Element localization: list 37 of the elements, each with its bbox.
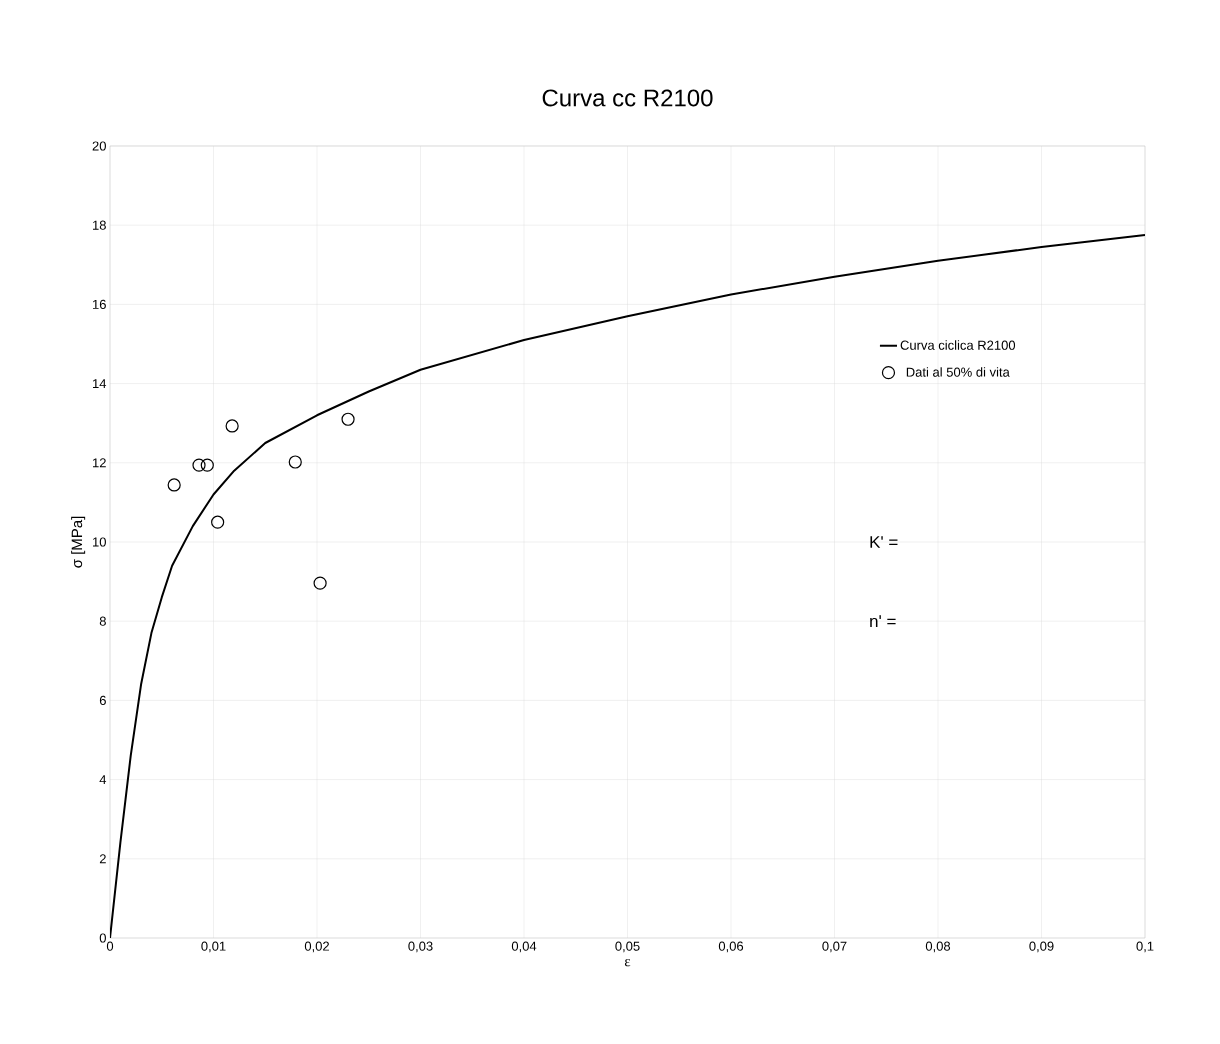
- x-tick-label: 0,09: [1029, 941, 1054, 953]
- point: [200, 458, 214, 472]
- annotation: K' =: [870, 536, 898, 548]
- x-tick-label: 0,1: [1136, 941, 1154, 953]
- x-tick-label: 0: [106, 941, 114, 951]
- point: [211, 515, 225, 529]
- legend-label: Curva ciclica R2100: [900, 340, 1016, 350]
- x-tick-label: 0,06: [718, 941, 744, 953]
- point: [167, 478, 181, 492]
- x-tick-label: 0,08: [925, 941, 951, 953]
- point: [313, 576, 327, 590]
- y-tick-label: 10: [93, 537, 106, 547]
- point: [341, 412, 355, 426]
- x-tick-label: 0,07: [822, 941, 847, 953]
- y-tick-label: 16: [93, 299, 106, 309]
- y-tick-label: 4: [99, 775, 107, 785]
- y-tick-label: 6: [99, 695, 106, 705]
- x-tick-label: 0,02: [304, 941, 329, 953]
- x-axis-title: ε: [624, 959, 631, 967]
- y-tick-label: 8: [99, 616, 106, 626]
- x-tick-label: 0,05: [615, 941, 640, 953]
- point: [225, 419, 239, 433]
- y-tick-label: 2: [99, 854, 106, 864]
- x-tick-label: 0,03: [408, 941, 433, 953]
- point: [192, 458, 206, 472]
- x-tick-label: 0,04: [511, 941, 537, 953]
- y-tick-label: 20: [92, 141, 106, 151]
- y-axis-title: σ [MPa]: [71, 516, 86, 568]
- y-tick-label: 14: [93, 379, 107, 389]
- legend-label: Dati al 50% di vita: [906, 367, 1010, 377]
- y-tick-label: 12: [93, 458, 106, 468]
- y-tick-label: 0: [99, 933, 106, 943]
- annotation: n' =: [870, 615, 896, 628]
- chart-title: Curva cc R2100: [542, 89, 713, 107]
- y-tick-label: 18: [93, 220, 106, 230]
- point: [288, 455, 302, 469]
- x-tick-label: 0,01: [201, 941, 226, 953]
